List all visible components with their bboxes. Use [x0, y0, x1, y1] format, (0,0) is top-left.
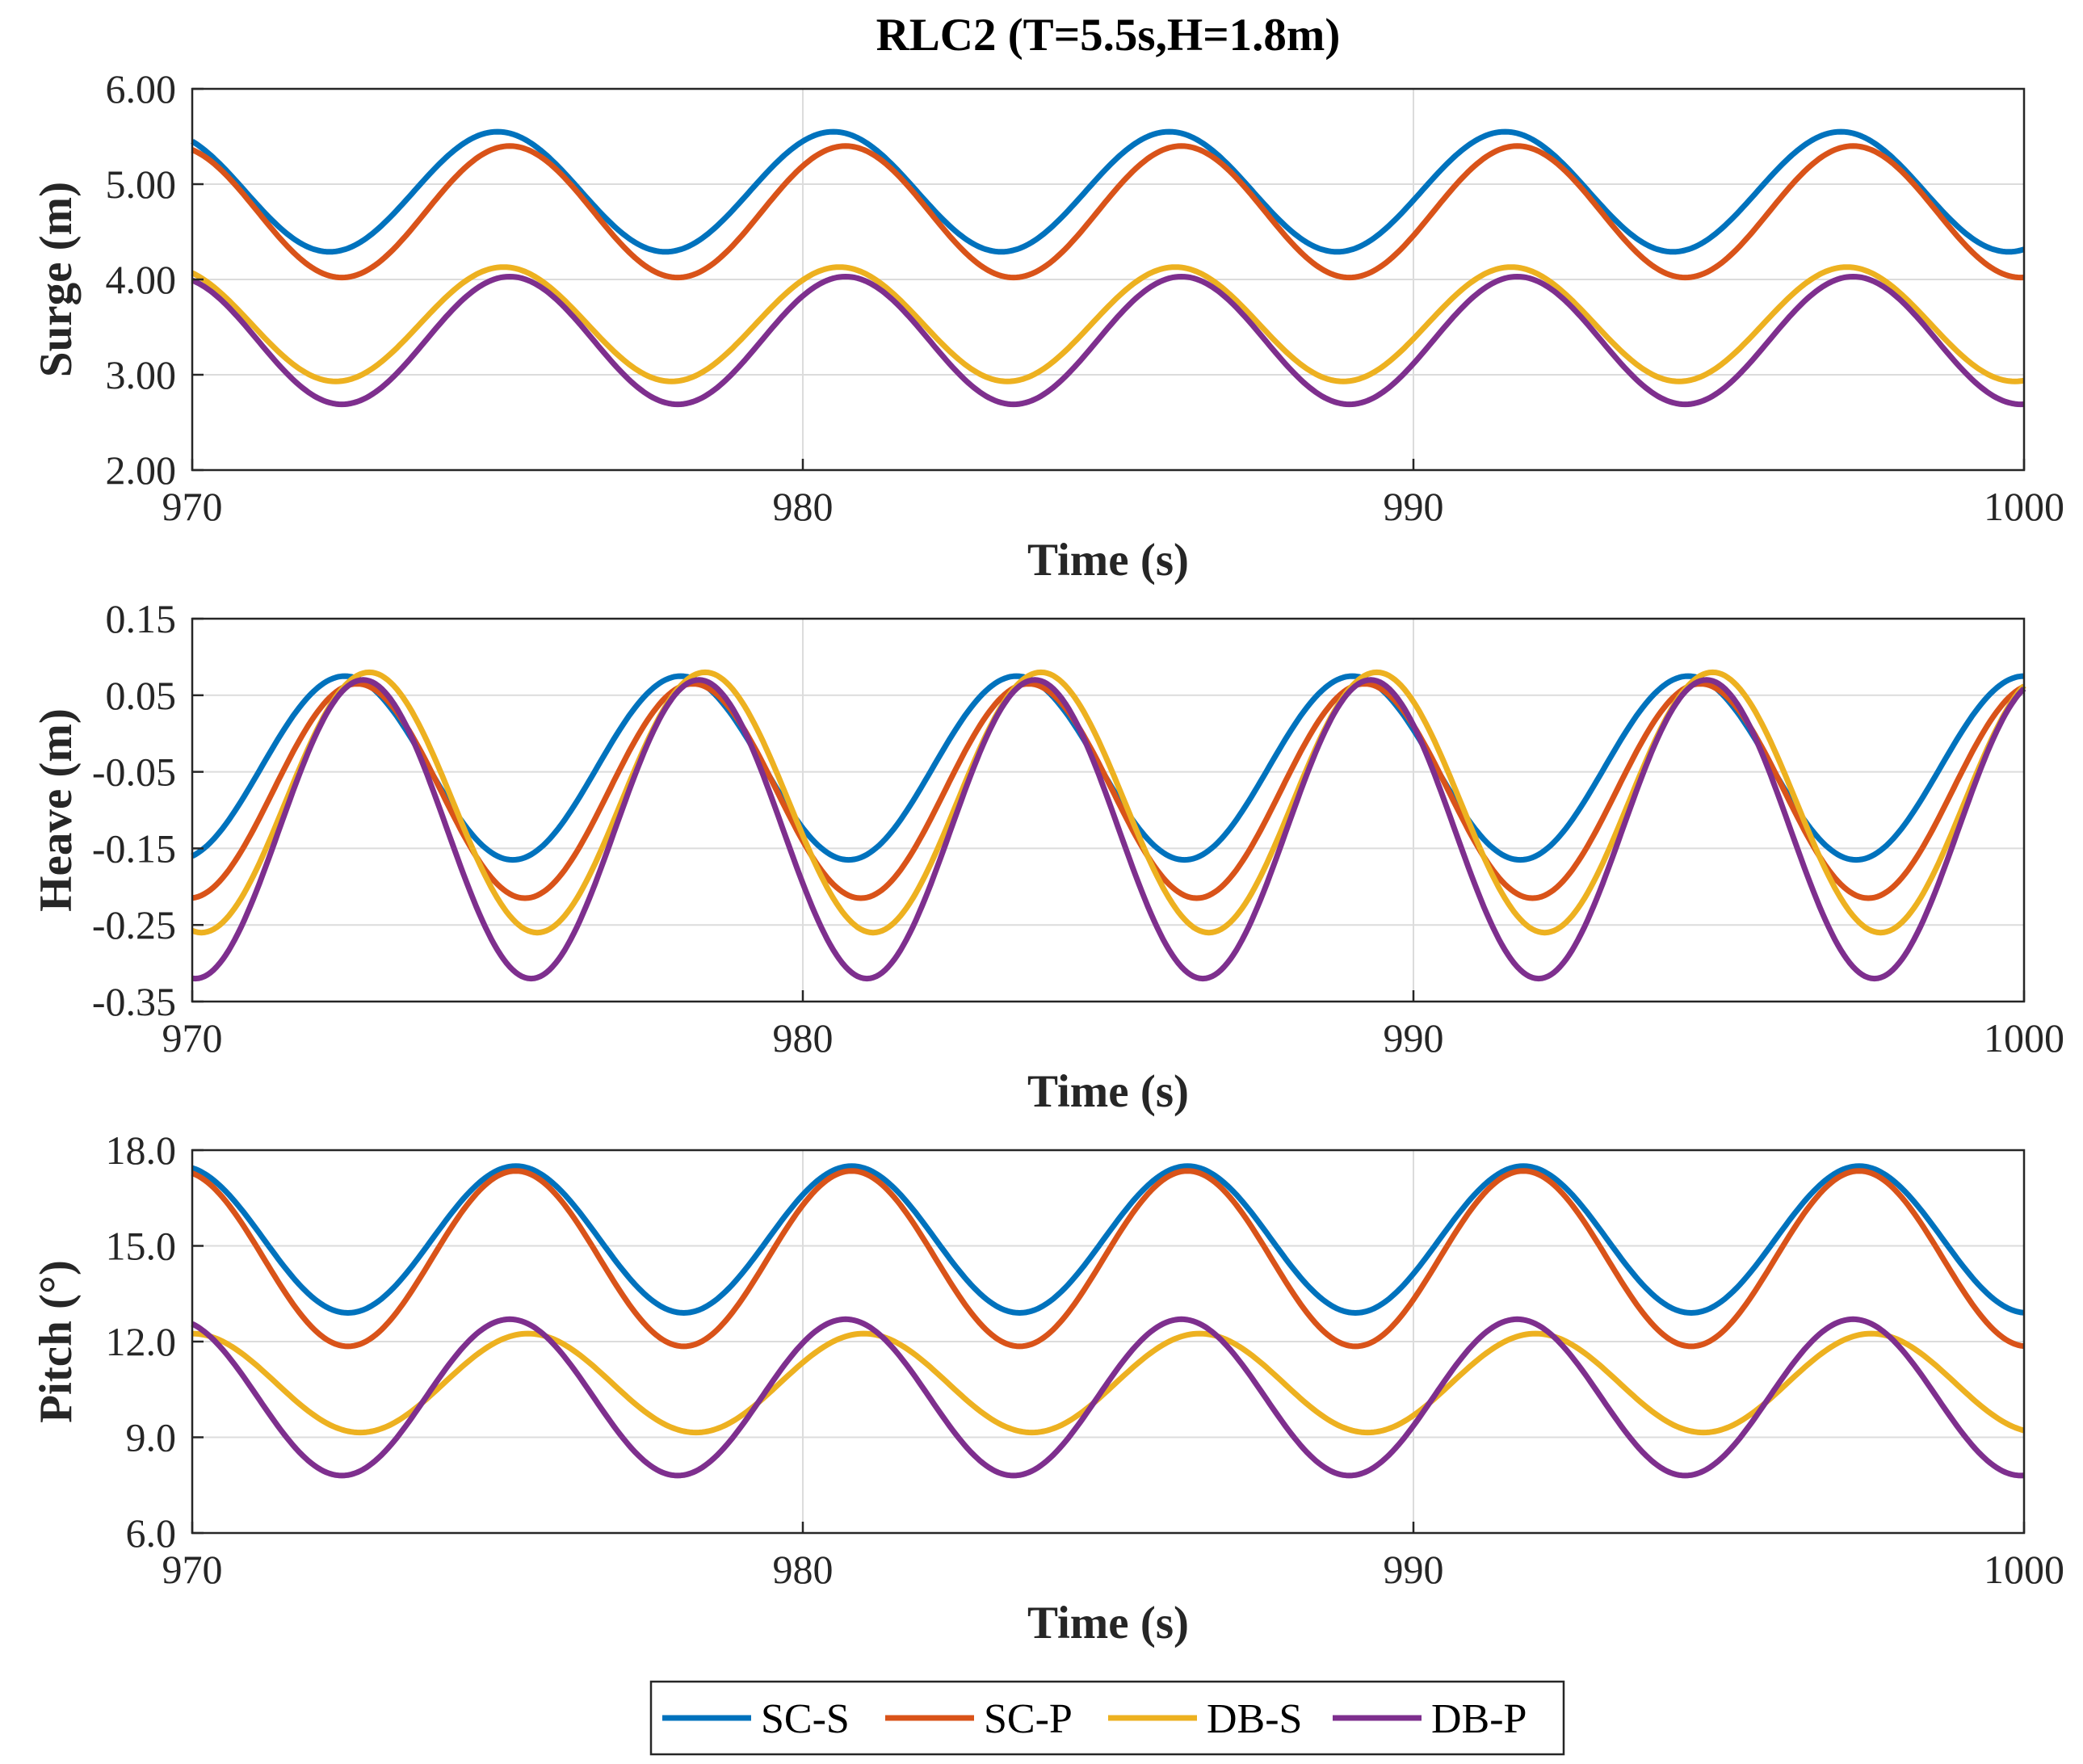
series-line-sc-p [191, 1168, 2025, 1350]
y-tick-label: -0.05 [92, 750, 176, 795]
series-line-db-p [191, 274, 2025, 408]
y-tick-label: 3.00 [106, 352, 177, 397]
y-tick-label: 4.00 [106, 257, 177, 302]
x-tick-label: 990 [1384, 1015, 1444, 1060]
x-tick-label: 970 [162, 1547, 223, 1592]
y-tick-label: 9.0 [126, 1415, 177, 1460]
x-tick-label: 970 [162, 1015, 223, 1060]
series-line-sc-s [191, 1163, 2025, 1316]
panel-surge: 2.00 3.00 4.00 5.00 6.00 970 980 990 1000 Time (s… [31, 66, 2064, 586]
series-line-db-s [191, 669, 2026, 936]
y-tick-label: 18.0 [106, 1128, 177, 1173]
figure-title: RLC2 (T=5.5s,H=1.8m) [876, 10, 1341, 61]
x-tick-label: 970 [162, 484, 223, 529]
panel-pitch: 6.0 9.0 12.0 15.0 18.0 970 980 990 1000 Time (s) P… [31, 1128, 2064, 1648]
y-tick-label: 2.00 [106, 447, 177, 493]
legend: SC-S SC-P DB-S DB-P [649, 1680, 1565, 1756]
y-tick-label: 12.0 [106, 1319, 177, 1364]
x-tick-label: 990 [1384, 484, 1444, 529]
legend-label-sc-s: SC-S [761, 1696, 850, 1742]
series-line-db-p [191, 677, 2026, 982]
y-axis-label: Surge (m) [31, 182, 82, 377]
series-line-db-s [191, 264, 2025, 384]
legend-label-db-s: DB-S [1207, 1696, 1302, 1742]
legend-label-db-p: DB-P [1431, 1696, 1527, 1742]
plot-frame [191, 617, 2026, 1003]
x-tick-label: 980 [773, 484, 834, 529]
series-line-sc-s [191, 128, 2025, 255]
y-tick-label: -0.35 [92, 979, 176, 1024]
panels: 2.00 3.00 4.00 5.00 6.00 970 980 990 1000 Time (s… [31, 66, 2064, 1648]
y-tick-label: 0.05 [106, 673, 177, 718]
y-tick-label: 6.0 [126, 1510, 177, 1556]
x-tick-label: 980 [773, 1547, 834, 1592]
y-tick-label: 0.15 [106, 596, 177, 641]
x-tick-label: 980 [773, 1015, 834, 1060]
y-tick-label: 15.0 [106, 1224, 177, 1269]
x-tick-label: 990 [1384, 1547, 1444, 1592]
legend-label-sc-p: SC-P [984, 1696, 1073, 1742]
y-tick-label: 5.00 [106, 162, 177, 207]
x-tick-label: 1000 [1984, 484, 2064, 529]
y-axis-label: Heave (m) [31, 708, 82, 912]
y-tick-label: -0.15 [92, 825, 176, 871]
x-axis-label: Time (s) [1027, 1066, 1189, 1117]
x-tick-label: 1000 [1984, 1015, 2064, 1060]
y-tick-label: -0.25 [92, 902, 176, 947]
y-tick-label: 6.00 [106, 66, 177, 111]
series-line-db-s [191, 1330, 2025, 1436]
series-line-db-p [191, 1316, 2025, 1479]
series-line-sc-p [191, 143, 2025, 281]
x-axis-label: Time (s) [1027, 1598, 1189, 1648]
y-axis-label: Pitch (°) [31, 1260, 82, 1423]
x-axis-label: Time (s) [1027, 535, 1189, 586]
x-tick-label: 1000 [1984, 1547, 2064, 1592]
series-line-sc-p [191, 681, 2026, 901]
panel-heave: -0.35 -0.25 -0.15 -0.05 0.05 0.15 970 980 990 100… [31, 596, 2064, 1117]
